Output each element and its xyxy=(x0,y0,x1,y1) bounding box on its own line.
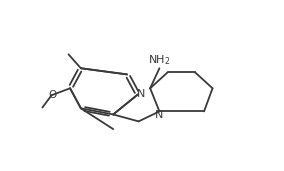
Text: NH$_2$: NH$_2$ xyxy=(148,54,171,68)
Text: O: O xyxy=(48,90,57,100)
Text: N: N xyxy=(155,110,164,120)
Text: N: N xyxy=(137,89,145,100)
